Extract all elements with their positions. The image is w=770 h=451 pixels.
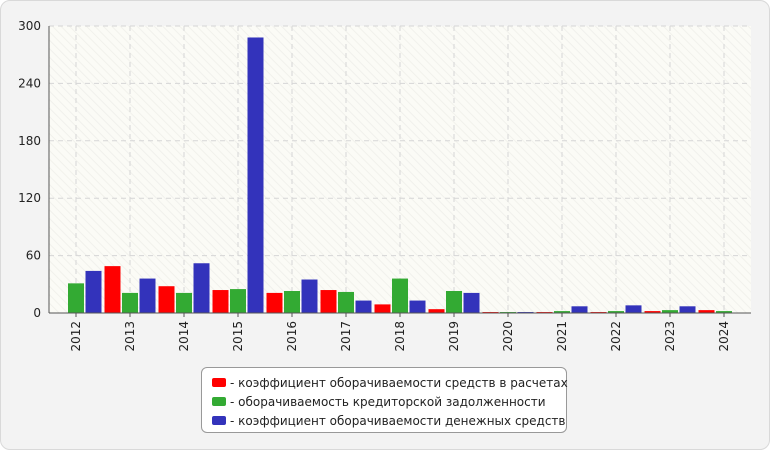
bar: [85, 270, 102, 313]
bar: [392, 278, 408, 313]
bar: [554, 311, 570, 313]
legend-label: - оборачиваемость кредиторской задолженн…: [230, 394, 546, 409]
bar: [122, 292, 138, 313]
legend-label: - коэффициент оборачиваемости денежных с…: [230, 413, 566, 428]
bar: [104, 266, 121, 313]
bar: [320, 290, 337, 313]
bar: [446, 290, 462, 313]
bar: [193, 263, 210, 313]
bar: [374, 304, 391, 313]
bar: [409, 300, 426, 313]
x-tick-label: 2020: [501, 321, 515, 352]
bar: [463, 292, 480, 313]
y-tick-label: 60: [26, 249, 41, 263]
bar: [355, 300, 372, 313]
x-tick-label: 2013: [123, 321, 137, 352]
bar: [212, 290, 229, 313]
legend-label: - коэффициент оборачиваемости средств в …: [230, 375, 568, 390]
x-tick-label: 2016: [285, 321, 299, 352]
bar: [338, 291, 354, 313]
bar: [158, 286, 175, 313]
bar: [662, 310, 678, 313]
legend-item: - оборачиваемость кредиторской задолженн…: [212, 392, 566, 411]
legend-item: - коэффициент оборачиваемости денежных с…: [212, 411, 566, 430]
bar: [428, 309, 445, 313]
x-tick-label: 2014: [177, 321, 191, 352]
bar: [176, 292, 192, 313]
x-tick-label: 2018: [393, 321, 407, 352]
y-tick-label: 300: [18, 19, 41, 33]
x-tick-label: 2024: [717, 321, 731, 352]
x-tick-label: 2021: [555, 321, 569, 352]
x-tick-label: 2019: [447, 321, 461, 352]
bar: [698, 310, 715, 313]
legend-swatch: [212, 397, 226, 406]
bar: [266, 292, 283, 313]
x-tick-label: 2015: [231, 321, 245, 352]
y-tick-label: 120: [18, 191, 41, 205]
x-tick-label: 2022: [609, 321, 623, 352]
legend-item: - коэффициент оборачиваемости средств в …: [212, 373, 568, 392]
bar: [247, 37, 264, 313]
y-tick-label: 0: [33, 306, 41, 320]
bar: [571, 306, 588, 313]
x-tick-label: 2023: [663, 321, 677, 352]
bar: [625, 305, 642, 313]
bar: [301, 279, 318, 313]
bar: [284, 290, 300, 313]
legend-swatch: [212, 378, 226, 387]
bar: [68, 283, 84, 313]
y-tick-label: 240: [18, 76, 41, 90]
legend: - коэффициент оборачиваемости средств в …: [201, 367, 568, 433]
legend-swatch: [212, 416, 226, 425]
bar: [679, 306, 696, 313]
bar: [608, 311, 624, 313]
bar: [139, 278, 156, 313]
y-tick-label: 180: [18, 134, 41, 148]
bar: [716, 311, 732, 313]
bar: [230, 289, 246, 313]
x-tick-label: 2012: [69, 321, 83, 352]
x-tick-label: 2017: [339, 321, 353, 352]
bar: [644, 311, 661, 313]
